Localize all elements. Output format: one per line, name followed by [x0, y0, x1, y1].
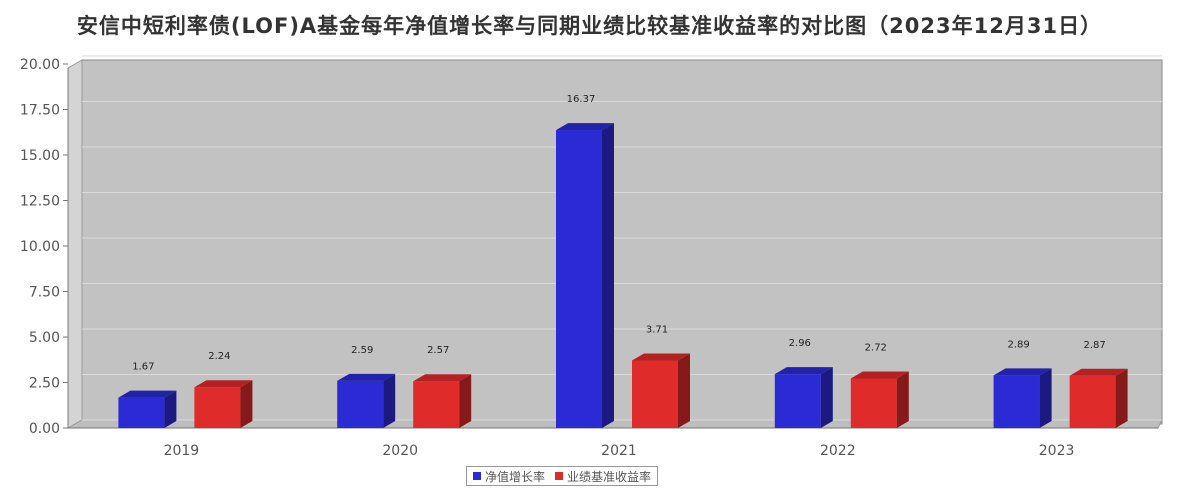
data-label: 2.72 — [865, 342, 887, 353]
bar-2019-series-0 — [118, 397, 165, 428]
bar-side-2022-series-0 — [820, 367, 833, 428]
bar-2020-series-1 — [413, 381, 460, 428]
plot-side-wall — [67, 59, 83, 429]
bar-side-2023-series-1 — [1115, 368, 1128, 428]
bar-top-2021-series-1 — [632, 353, 690, 361]
legend-item-benchmark: 业绩基准收益率 — [555, 468, 651, 485]
bar-2023-series-0 — [993, 375, 1040, 428]
data-label: 2.89 — [1007, 339, 1029, 350]
bar-top-2019-series-1 — [194, 380, 253, 388]
data-label: 2.59 — [351, 345, 373, 356]
bar-top-2020-series-0 — [337, 373, 396, 381]
chart-legend: 净值增长率 业绩基准收益率 — [466, 466, 659, 486]
bar-top-2023-series-0 — [993, 368, 1052, 376]
y-tick-label: 15.00 — [20, 148, 60, 164]
legend-swatch-red — [555, 472, 564, 480]
bar-top-2022-series-0 — [774, 367, 833, 375]
data-label: 2.57 — [427, 345, 449, 356]
bar-2022-series-1 — [850, 378, 897, 428]
data-label: 1.67 — [132, 362, 154, 373]
y-tick-label: 17.50 — [20, 103, 60, 119]
bar-side-2023-series-0 — [1039, 368, 1052, 428]
bar-top-2020-series-1 — [413, 374, 472, 382]
bar-side-2021-series-1 — [678, 353, 690, 428]
legend-swatch-blue — [473, 472, 481, 480]
y-tick-label: 7.50 — [29, 285, 60, 301]
data-label: 2.87 — [1083, 340, 1105, 351]
x-tick-label: 2019 — [164, 443, 200, 459]
bar-top-2019-series-0 — [118, 390, 177, 398]
y-tick-label: 20.00 — [20, 57, 60, 73]
bar-2022-series-0 — [774, 374, 821, 428]
legend-label-benchmark: 业绩基准收益率 — [567, 469, 652, 484]
bar-2021-series-0 — [556, 130, 602, 429]
bar-side-2020-series-1 — [459, 374, 472, 428]
bar-2021-series-1 — [632, 360, 678, 428]
y-tick-label: 2.50 — [29, 376, 60, 392]
chart-title: 安信中短利率债(LOF)A基金每年净值增长率与同期业绩比较基准收益率的对比图（2… — [76, 14, 1103, 38]
y-tick-label: 12.50 — [20, 194, 60, 210]
x-tick-label: 2021 — [601, 443, 637, 459]
x-tick-label: 2023 — [1039, 443, 1075, 459]
bar-top-2022-series-1 — [850, 371, 909, 379]
y-tick-label: 0.00 — [29, 421, 60, 437]
data-label: 16.37 — [567, 94, 596, 105]
bar-top-2021-series-0 — [556, 123, 614, 131]
bar-side-2021-series-0 — [602, 123, 614, 428]
y-tick-label: 5.00 — [29, 330, 60, 346]
bar-side-2020-series-0 — [383, 373, 396, 428]
bar-2020-series-0 — [337, 380, 384, 428]
x-tick-label: 2020 — [382, 443, 418, 459]
bar-side-2019-series-0 — [164, 390, 177, 428]
legend-label-nav-growth: 净值增长率 — [485, 469, 546, 484]
data-label: 2.96 — [789, 338, 811, 349]
data-label: 3.71 — [646, 324, 668, 335]
bar-side-2019-series-1 — [240, 380, 253, 428]
x-tick-label: 2022 — [820, 443, 856, 459]
bar-2019-series-1 — [194, 387, 241, 428]
bar-2023-series-1 — [1069, 375, 1116, 428]
legend-item-nav-growth: 净值增长率 — [473, 468, 545, 485]
data-label: 2.24 — [208, 351, 230, 362]
plot-area — [81, 59, 1163, 425]
y-tick-label: 10.00 — [20, 239, 60, 255]
bar-top-2023-series-1 — [1069, 368, 1128, 376]
bar-side-2022-series-1 — [896, 371, 909, 428]
